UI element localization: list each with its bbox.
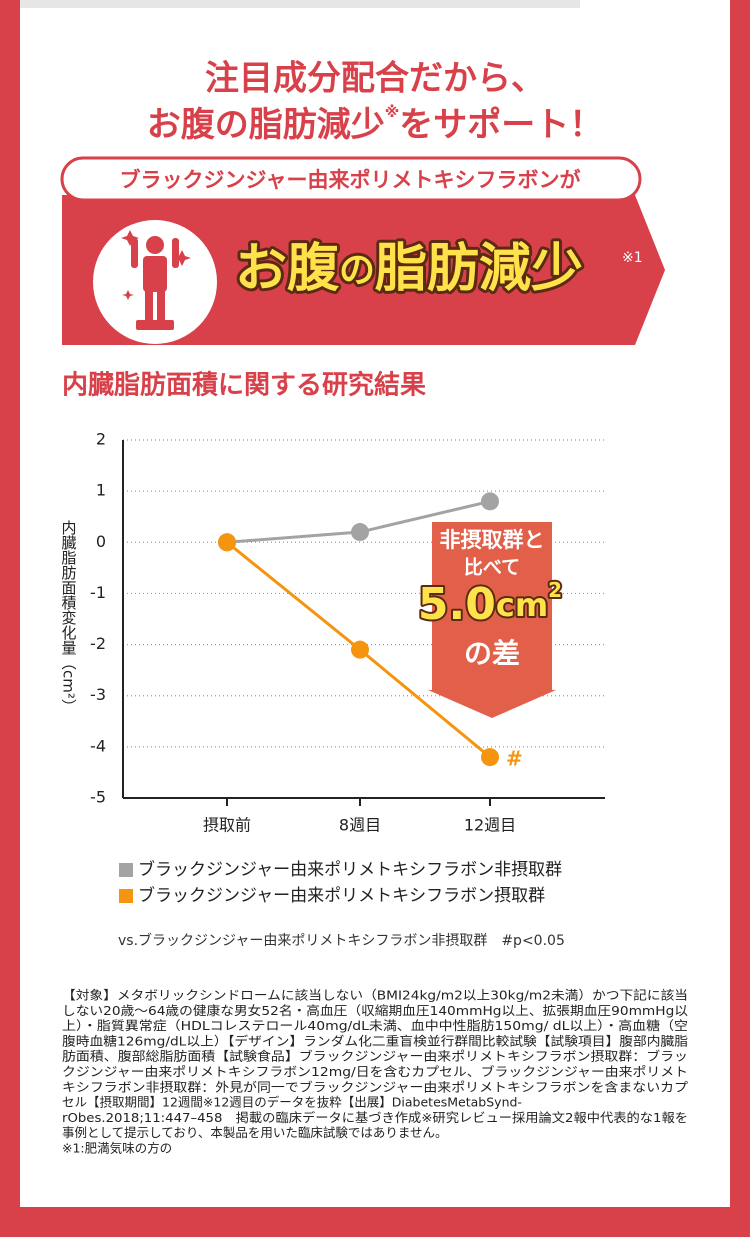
footnote-line: 事例として提示しており、本製品を用いた臨床試験ではありません。 (62, 1125, 448, 1140)
legend-label: ブラックジンジャー由来ポリメトキシフラボン摂取群 (138, 885, 545, 906)
footnote-line: セル【摂取期間】12週間※12週目のデータを抜粋【出展】DiabetesMeta… (62, 1095, 522, 1110)
banner (62, 195, 665, 345)
y-tick-label: -1 (90, 583, 106, 602)
callout-unit: cm (496, 586, 548, 624)
headline-1: 注目成分配合だから、 (205, 59, 545, 99)
headline-part: 脂肪減少 (375, 239, 583, 299)
chart-title: 内臓脂肪面積に関する研究結果 (62, 370, 426, 401)
data-point (351, 640, 369, 659)
legend-label: ブラックジンジャー由来ポリメトキシフラボン非摂取群 (138, 859, 562, 880)
x-tick-label: 8週目 (339, 816, 381, 835)
legend-swatch (119, 863, 133, 877)
callout-arrow (428, 522, 556, 718)
footnote-line: クジンジャー由来ポリメトキシフラボン12mg/日を含むカプセル、ブラックジンジャ… (62, 1064, 688, 1079)
footnote-line: 上）・脂質異常症（HDLコレステロール40mg/dL未満、血中中性脂肪150mg… (62, 1018, 688, 1033)
banner-subtitle: ブラックジンジャー由来ポリメトキシフラボンが (120, 168, 581, 192)
footnote-line: 【対象】メタボリックシンドロームに該当しない（BMI24kg/m2以上30kg/… (62, 988, 688, 1003)
footnote-line: キシフラボン非摂取群：外見が同一でブラックジンジャー由来ポリメトキシフラボンを含… (62, 1079, 689, 1094)
y-tick-label: -2 (90, 634, 106, 653)
y-axis-label: 内臓脂肪面積変化量（cm²） (60, 520, 78, 714)
x-tick-label: 摂取前 (203, 816, 251, 835)
callout-text: 非摂取群と (440, 528, 545, 552)
footnote-line: ※1:肥満気味の方の (62, 1141, 172, 1156)
footnote-line: しない20歳〜64歳の健康な男女52名・高血圧（収縮期血圧140mmHg以上、拡… (62, 1003, 689, 1018)
data-point (218, 533, 236, 552)
data-point (481, 748, 499, 767)
y-tick-label: -5 (90, 788, 106, 807)
y-tick-label: 1 (96, 481, 106, 500)
callout-text: 比べて (464, 557, 520, 579)
data-point (351, 523, 369, 542)
headline-part: お腹 (235, 239, 340, 299)
callout-sup: 2 (548, 578, 562, 602)
banner-headline: お腹の脂肪減少 (235, 239, 583, 299)
headline-2: お腹の脂肪減少※をサポート！ (147, 103, 604, 145)
banner-note: ※1 (622, 250, 643, 266)
footnote-line: rObes.2018;11:447–458 掲載の臨床データに基づき作成※研究レ… (62, 1110, 688, 1125)
headline-part: の (339, 250, 375, 291)
comparison-note: vs.ブラックジンジャー由来ポリメトキシフラボン非摂取群 #p<0.05 (118, 932, 565, 949)
callout-value: 5.0cm2 (418, 578, 562, 631)
icon-person (121, 230, 191, 330)
banner-pill (60, 156, 642, 202)
footnote-line: 肪面積、腹部総脂肪面積【試験食品】ブラックジンジャー由来ポリメトキシフラボン摂取… (62, 1049, 688, 1064)
top-shadow (20, 0, 580, 8)
y-tick-label: -4 (90, 736, 106, 755)
chart: 2 1 0 -1 -2 -3 -4 -5 摂取前 8週目 12週目 (90, 430, 605, 835)
headline-2b: をサポート！ (399, 105, 603, 145)
headline-2a: お腹の脂肪減少 (147, 105, 385, 145)
x-tick-label: 12週目 (464, 816, 516, 835)
headline-note: ※ (385, 103, 400, 121)
footnotes: 【対象】メタボリックシンドロームに該当しない（BMI24kg/m2以上30kg/… (62, 988, 689, 1156)
significance-mark: # (506, 747, 523, 771)
y-tick-label: 2 (96, 430, 106, 449)
legend: ブラックジンジャー由来ポリメトキシフラボン非摂取群ブラックジンジャー由来ポリメト… (119, 859, 562, 906)
y-tick-label: 0 (96, 532, 106, 551)
legend-swatch (119, 889, 133, 903)
y-tick-label: -3 (90, 685, 106, 704)
footnote-line: 腹時血糖126mg/dL以上）【デザイン】ランダム化二重盲検並行群間比較試験【試… (62, 1033, 688, 1048)
data-point (481, 492, 499, 511)
callout-number: 5.0 (418, 579, 496, 630)
callout-text: の差 (464, 637, 520, 670)
